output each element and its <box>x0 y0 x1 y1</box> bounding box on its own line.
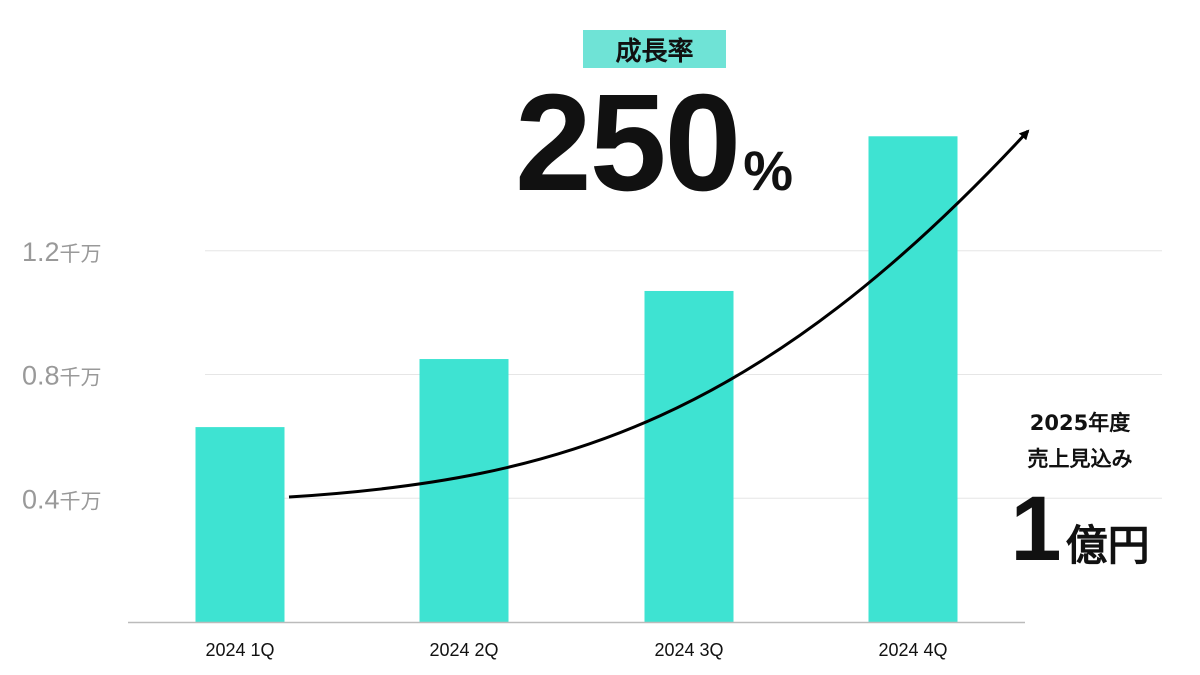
y-tick-label: 0.8千万 <box>22 361 102 391</box>
x-tick-label: 2024 3Q <box>654 640 723 660</box>
growth-rate-value: 250 % <box>515 74 793 212</box>
bar-4 <box>868 136 958 622</box>
growth-rate-unit: % <box>743 139 794 202</box>
growth-arrow <box>288 129 1030 499</box>
forecast-unit: 億円 <box>1065 521 1150 570</box>
growth-rate-badge: 成長率 <box>583 30 726 68</box>
y-tick-label: 1.2千万 <box>22 237 102 267</box>
growth-rate-label: 成長率 <box>615 36 694 67</box>
bar-3 <box>644 290 734 622</box>
forecast-label: 売上見込み <box>1027 447 1133 471</box>
growth-rate-number: 250 <box>515 66 741 220</box>
forecast-number: 1 <box>1010 478 1062 580</box>
y-tick-label: 0.4千万 <box>22 484 102 514</box>
x-tick-label: 2024 2Q <box>429 640 498 660</box>
x-tick-label: 2024 4Q <box>878 640 947 660</box>
trend-arrow-path <box>288 129 1030 499</box>
y-tick-labels: 0.4千万 0.8千万 1.2千万 <box>22 237 102 515</box>
forecast-callout: 2025年度 売上見込み 1 億円 <box>990 405 1170 575</box>
forecast-year: 2025年度 <box>1029 411 1131 435</box>
x-tick-label: 2024 1Q <box>205 640 274 660</box>
forecast-amount: 1 億円 <box>990 483 1170 575</box>
bars <box>195 136 958 622</box>
bar-2 <box>419 359 509 622</box>
x-tick-labels: 2024 1Q 2024 2Q 2024 3Q 2024 4Q <box>205 640 947 660</box>
bar-1 <box>195 427 285 622</box>
